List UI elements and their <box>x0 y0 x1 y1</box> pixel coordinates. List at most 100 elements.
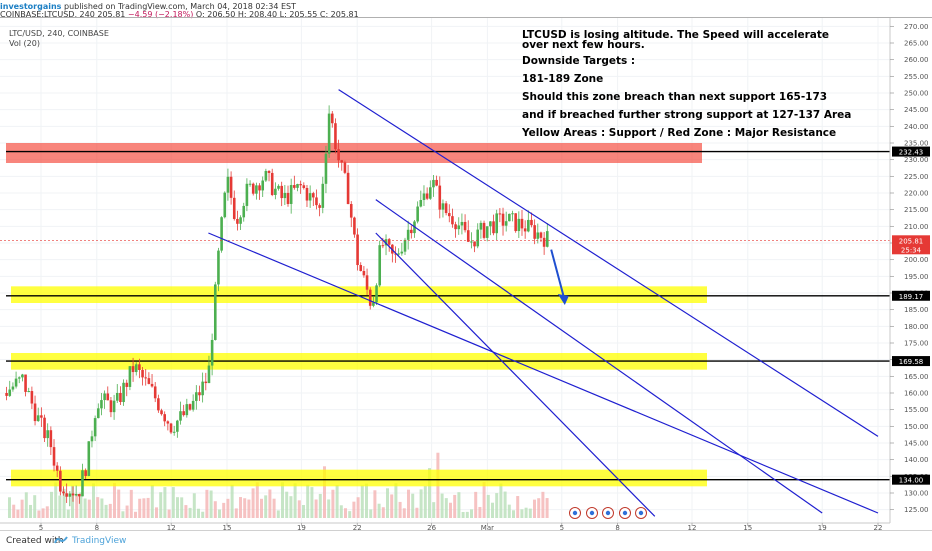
candle-body <box>90 436 94 442</box>
arrow-head <box>557 294 569 305</box>
event-icon-dot <box>589 510 595 516</box>
volume-bar <box>50 491 53 518</box>
price-axis[interactable]: 125.00130.00135.00140.00145.00150.00155.… <box>889 18 929 523</box>
price-tick-label: 175.00 <box>904 340 929 348</box>
candle-body <box>394 253 397 255</box>
volume-bar <box>423 486 427 518</box>
volume-bar <box>234 508 238 518</box>
volume-bar <box>310 487 314 518</box>
candle-body <box>188 404 192 410</box>
author-name[interactable]: investorgains <box>0 2 62 11</box>
volume-bar <box>255 482 259 518</box>
volume-bar <box>12 504 16 518</box>
candle-body <box>17 377 21 379</box>
volume-bar <box>516 496 520 518</box>
volume-bar <box>167 509 171 518</box>
candle-body <box>299 184 302 186</box>
candle-body <box>511 213 514 215</box>
candle-body <box>463 221 467 231</box>
time-tick-label: 5 <box>39 524 43 530</box>
candle-body <box>74 493 78 496</box>
volume-bar <box>360 485 364 518</box>
price-tick-label: 245.00 <box>904 106 929 114</box>
candle-body <box>68 493 72 497</box>
price-chart[interactable]: LTCUSD is losing altitude. The Speed wil… <box>0 18 932 530</box>
candle-body <box>198 392 201 396</box>
candle-body <box>264 170 268 181</box>
candle-body <box>128 366 132 387</box>
annotation-line: 181-189 Zone <box>522 73 603 85</box>
volume-bar <box>260 498 263 518</box>
candle-body <box>14 378 18 387</box>
price-tick-label: 215.00 <box>904 206 929 214</box>
volume-bar <box>171 487 175 518</box>
legend-volume: Vol (20) <box>9 39 40 48</box>
volume-bar <box>96 497 100 518</box>
channel-line <box>338 89 879 437</box>
candle-body <box>530 219 533 226</box>
time-tick-label: 26 <box>427 524 436 530</box>
price-tick-label: 220.00 <box>904 190 929 198</box>
volume-bar <box>155 507 158 518</box>
volume-bar <box>188 507 192 518</box>
volume-bar <box>285 491 289 518</box>
time-tick-label: 19 <box>818 524 827 530</box>
event-icon-dot <box>622 510 628 516</box>
event-icons[interactable] <box>569 507 647 519</box>
volume-bar <box>24 492 28 518</box>
price-tick-label: 140.00 <box>904 456 929 464</box>
candle-body <box>359 265 363 271</box>
volume-bar <box>192 493 196 518</box>
volume-bar <box>41 508 45 518</box>
volume-bar <box>541 491 545 518</box>
channel-line <box>208 232 879 514</box>
tradingview-brand[interactable]: TradingView <box>72 536 127 546</box>
candle-body <box>261 180 265 191</box>
candle-body <box>362 270 366 276</box>
volume-bar <box>470 509 473 518</box>
volume-bar <box>386 488 389 518</box>
channel-line <box>375 232 656 517</box>
channel-line <box>375 199 823 514</box>
candle-body <box>296 184 299 188</box>
candle-body <box>428 187 432 199</box>
candle-body <box>267 170 271 173</box>
candle-body <box>454 224 457 230</box>
candle-body <box>21 374 24 378</box>
volume-bars <box>8 452 549 518</box>
volume-bar <box>87 499 91 518</box>
candle-body <box>289 185 293 204</box>
price-tick-label: 240.00 <box>904 123 929 131</box>
volume-bar <box>453 494 457 518</box>
volume-bar <box>58 495 62 518</box>
price-tick-label: 145.00 <box>904 440 929 448</box>
volume-bar <box>356 497 360 518</box>
volume-bar <box>129 489 133 518</box>
candle-body <box>226 176 230 193</box>
volume-bar <box>20 499 24 518</box>
volume-bar <box>16 509 20 518</box>
price-tick-label: 270.00 <box>904 23 929 31</box>
candle-body <box>81 470 84 497</box>
candle-body <box>305 187 309 201</box>
candle-body <box>321 183 325 208</box>
candle-body <box>384 239 388 246</box>
candle-body <box>24 374 27 392</box>
volume-bar <box>327 499 331 518</box>
event-icon-dot <box>605 510 611 516</box>
time-tick-label: 8 <box>615 524 619 530</box>
legend-title: LTC/USD, 240, COINBASE <box>9 29 109 38</box>
volume-bar <box>533 499 536 518</box>
price-zones <box>6 143 890 487</box>
candle-body <box>460 221 464 226</box>
time-axis[interactable]: 5 8 12 15 19 22 26 Mar 5 8 12 15 19 22 <box>0 522 890 530</box>
candle-body <box>96 408 100 419</box>
candle-body <box>36 415 40 422</box>
candle-body <box>112 400 116 413</box>
candle-body <box>514 213 517 232</box>
annotation-line: Should this zone breach than next suppor… <box>522 91 827 103</box>
volume-bar <box>495 493 499 518</box>
volume-bar <box>100 498 104 518</box>
candle-body <box>406 229 410 240</box>
volume-bar <box>29 504 32 518</box>
